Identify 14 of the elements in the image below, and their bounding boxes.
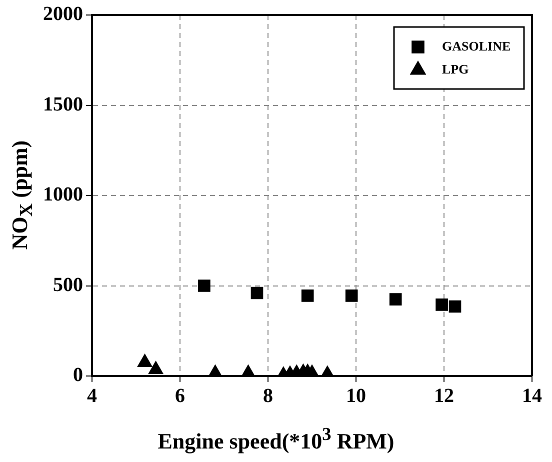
- x-tick-label: 12: [434, 385, 454, 408]
- x-tick-label: 8: [263, 385, 273, 408]
- y-tick-label: 0: [73, 364, 83, 386]
- x-tick-label: 10: [346, 385, 366, 408]
- y-tick-label: 2000: [43, 3, 83, 26]
- y-tick-label: 1000: [43, 184, 83, 206]
- legend-label: LPG: [442, 61, 469, 76]
- x-tick-label: 4: [87, 385, 97, 408]
- y-tick-label: 500: [53, 274, 83, 296]
- legend-label: GASOLINE: [442, 38, 511, 54]
- x-tick-label: 14: [522, 385, 542, 408]
- y-tick-label: 1500: [43, 93, 83, 116]
- x-tick-label: 6: [175, 385, 185, 408]
- x-axis-title: Engine speed(*10$^{3}$ RPM): [156, 424, 396, 454]
